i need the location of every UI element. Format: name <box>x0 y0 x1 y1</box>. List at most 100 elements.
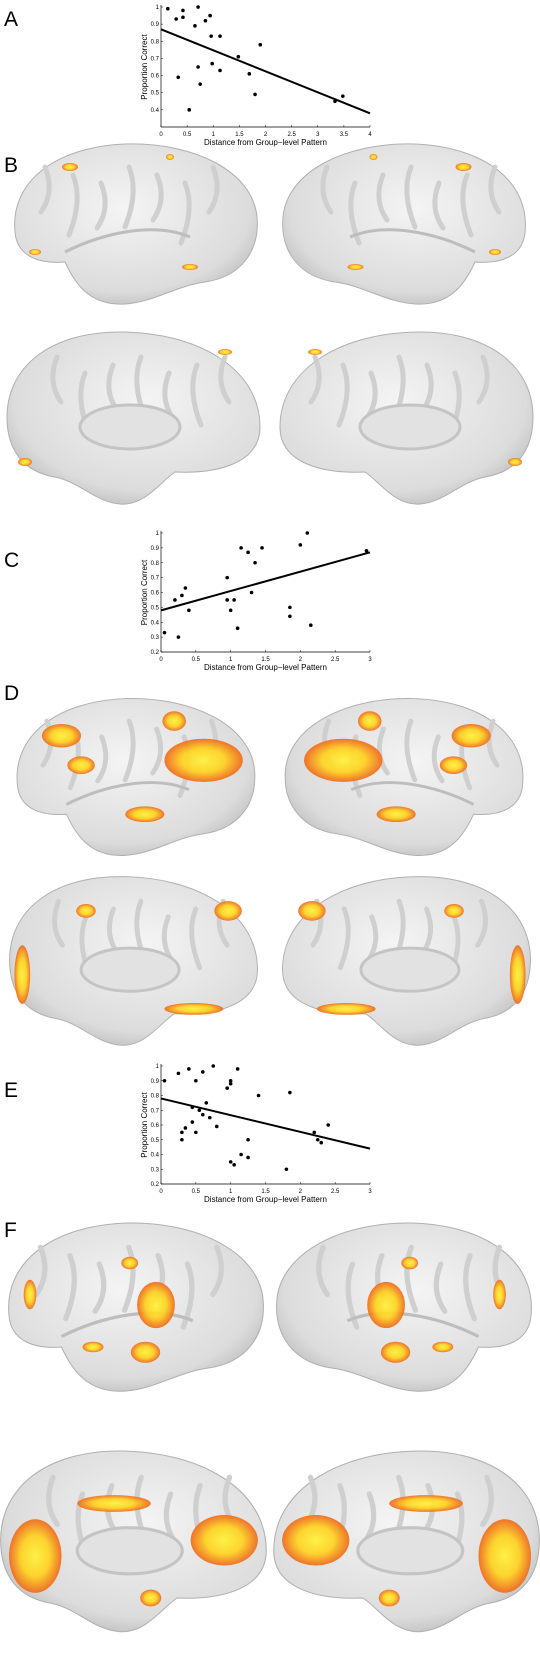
activation <box>389 1495 463 1512</box>
sulcus <box>92 1261 107 1314</box>
sulcus <box>376 172 390 223</box>
x-tick-label: 0.5 <box>192 1189 201 1195</box>
scatter-point <box>180 1130 184 1135</box>
sulcus <box>210 1244 224 1298</box>
scatter-point <box>246 550 250 555</box>
x-tick-label: 4 <box>368 132 372 138</box>
sylvian-fissure <box>64 228 191 254</box>
activation <box>367 1281 405 1329</box>
scatter-point <box>204 1101 209 1105</box>
scatter-point <box>288 1090 292 1095</box>
activation <box>137 1281 175 1329</box>
scatter-point <box>214 1124 219 1129</box>
sulcus <box>433 1261 448 1314</box>
activation <box>369 154 378 160</box>
activation <box>308 349 322 355</box>
brain-surface <box>282 876 531 1046</box>
brain-surface <box>9 876 258 1046</box>
scatter-point <box>326 1123 331 1127</box>
sulcus <box>66 172 80 238</box>
scatter-point <box>198 82 202 86</box>
x-tick-label: 3 <box>368 657 372 663</box>
scatter-point <box>258 42 263 47</box>
sulcus <box>316 1244 330 1298</box>
scatter-point <box>298 543 303 547</box>
activation <box>182 264 198 270</box>
cortex <box>282 143 526 305</box>
scatter-point <box>162 1078 167 1083</box>
activation <box>77 1495 151 1512</box>
x-tick-label: 2 <box>264 132 268 138</box>
sulcus <box>320 164 334 215</box>
y-tick-label: 0.7 <box>151 576 160 582</box>
panel-label: C <box>4 549 19 572</box>
panel-label: B <box>4 154 18 177</box>
scatter-point <box>218 68 222 73</box>
scatter-point <box>246 1137 250 1142</box>
scatter-point <box>341 94 345 98</box>
sulcus <box>475 898 488 948</box>
x-tick-label: 0 <box>159 132 163 138</box>
scatter-point <box>196 5 200 9</box>
y-tick-label: 0.8 <box>151 561 160 567</box>
x-tick-label: 1 <box>212 132 216 138</box>
y-axis-label: Proportion Correct <box>140 34 149 100</box>
scatter-point <box>288 614 292 619</box>
y-tick-label: 0.2 <box>151 1182 160 1188</box>
activation <box>508 458 522 466</box>
y-tick-label: 0.4 <box>151 108 160 114</box>
y-tick-label: 1 <box>156 5 160 11</box>
sulcus <box>206 164 220 215</box>
y-tick-label: 1 <box>156 1064 160 1070</box>
activation <box>282 1515 350 1566</box>
y-tick-label: 0.6 <box>151 591 160 597</box>
activation <box>401 1256 419 1270</box>
sulcus <box>488 164 502 215</box>
corpus-callosum <box>359 946 461 993</box>
x-axis-label: Distance from Group−level Pattern <box>204 663 327 672</box>
x-tick-label: 0 <box>159 657 163 663</box>
scatter-point <box>207 1115 212 1120</box>
scatter-point <box>305 531 310 535</box>
brain-surface <box>284 698 524 856</box>
scatter-point <box>176 1071 181 1076</box>
y-tick-label: 0.5 <box>151 91 160 97</box>
brain-surface <box>8 1222 264 1392</box>
scatter-point <box>162 630 167 635</box>
sylvian-fissure <box>350 781 475 806</box>
y-axis-label: Proportion Correct <box>140 1092 149 1158</box>
brain-surface <box>0 1450 267 1633</box>
activation <box>380 1341 411 1363</box>
sylvian-fissure <box>65 781 190 806</box>
scatter-point <box>187 1067 191 1071</box>
corpus-callosum <box>358 403 462 451</box>
activation <box>439 756 468 775</box>
regression-line <box>160 28 371 115</box>
activation <box>376 806 416 823</box>
scatter-point <box>284 1167 289 1172</box>
scatter-point <box>187 108 192 112</box>
activation <box>76 904 96 918</box>
scatter-point <box>247 72 252 76</box>
scatter-point <box>180 1137 184 1142</box>
sulcus <box>95 734 109 784</box>
sulcus <box>404 164 418 230</box>
sulcus <box>33 1244 48 1298</box>
brain-surface <box>279 331 534 505</box>
activation <box>298 901 326 921</box>
sulcus <box>180 1261 195 1330</box>
scatter-point <box>228 608 233 613</box>
sulcus <box>460 172 474 238</box>
sulcus <box>345 1261 360 1330</box>
x-tick-label: 3 <box>316 132 320 138</box>
scatter-point <box>256 1093 261 1098</box>
x-tick-label: 0 <box>159 1189 163 1195</box>
activation <box>125 806 165 823</box>
activation <box>478 1519 531 1593</box>
activation <box>455 163 472 171</box>
y-tick-label: 0.4 <box>151 620 160 626</box>
x-tick-label: 0.5 <box>183 132 192 138</box>
activation <box>14 945 31 1004</box>
scatter-point <box>176 75 181 80</box>
scatter-point <box>218 34 222 38</box>
